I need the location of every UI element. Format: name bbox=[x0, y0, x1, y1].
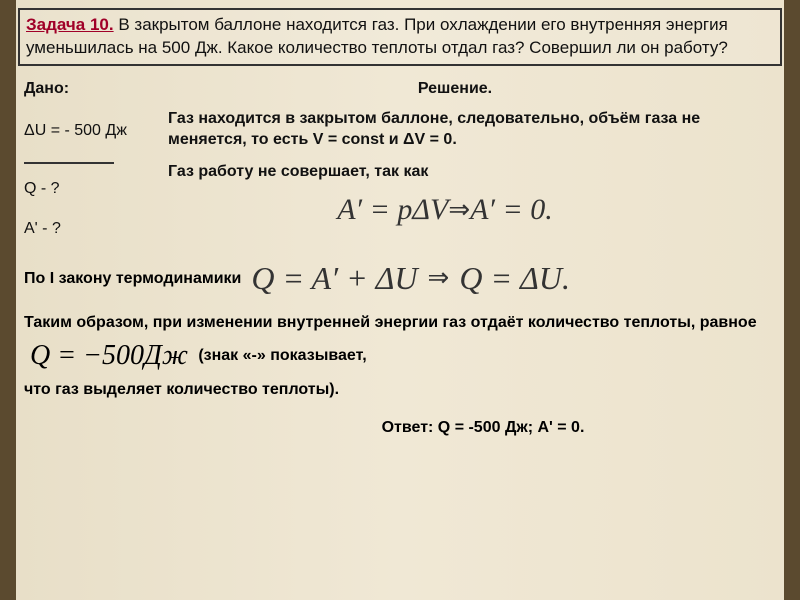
formula-Q-left: Q = A′ + ΔU bbox=[251, 260, 417, 297]
conclusion-text3: что газ выделяет количество теплоты). bbox=[24, 381, 782, 399]
problem-text: В закрытом баллоне находится газ. При ох… bbox=[26, 15, 728, 57]
given-deltaU: ΔU = - 500 Дж bbox=[24, 122, 168, 140]
given-column: Дано: ΔU = - 500 Дж Q - ? A' - ? bbox=[18, 80, 168, 260]
solution-line1: Газ находится в закрытом баллоне, следов… bbox=[168, 108, 782, 151]
arrow-2: ⇒ bbox=[428, 263, 450, 293]
first-law-row: По I закону термодинамики Q = A′ + ΔU ⇒ … bbox=[24, 260, 782, 297]
formula-work: A′ = pΔV ⇒ A′ = 0. bbox=[108, 193, 782, 227]
conclusion-text1: Таким образом, при изменении внутренней … bbox=[24, 314, 757, 331]
formula-A-right: A′ = 0. bbox=[470, 193, 553, 227]
problem-number: Задача 10. bbox=[26, 15, 114, 34]
answer: Ответ: Q = -500 Дж; A' = 0. bbox=[184, 419, 782, 437]
formula-A-left: A′ = pΔV bbox=[337, 193, 448, 227]
formula-Q-right: Q = ΔU. bbox=[459, 260, 570, 297]
conclusion-row: Таким образом, при изменении внутренней … bbox=[24, 311, 782, 377]
q-result: Q = −500Дж bbox=[24, 340, 194, 371]
solution-title: Решение. bbox=[128, 80, 782, 98]
law-label: По I закону термодинамики bbox=[24, 268, 241, 290]
problem-header: Задача 10. В закрытом баллоне находится … bbox=[18, 8, 782, 66]
given-divider bbox=[24, 162, 114, 164]
solution-line2: Газ работу не совершает, так как bbox=[168, 161, 782, 183]
conclusion-text2: (знак «-» показывает, bbox=[198, 347, 366, 364]
solution-column: Решение. Газ находится в закрытом баллон… bbox=[168, 80, 782, 260]
solution-area: Дано: ΔU = - 500 Дж Q - ? A' - ? Решение… bbox=[18, 80, 782, 260]
arrow-1: ⇒ bbox=[448, 195, 470, 225]
lower-block: По I закону термодинамики Q = A′ + ΔU ⇒ … bbox=[18, 260, 782, 437]
page: Задача 10. В закрытом баллоне находится … bbox=[0, 0, 800, 600]
